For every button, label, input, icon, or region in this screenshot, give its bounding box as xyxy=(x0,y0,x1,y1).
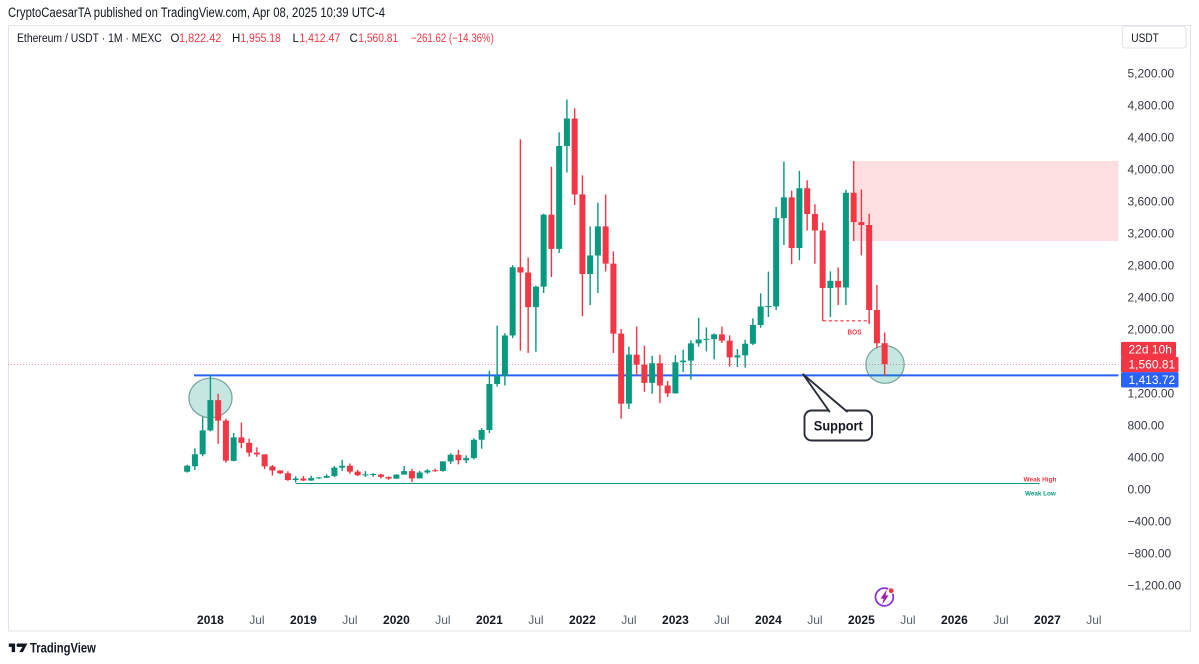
svg-text:2025: 2025 xyxy=(848,613,875,627)
svg-text:22d 10h: 22d 10h xyxy=(1129,342,1172,356)
svg-text:3,600.00: 3,600.00 xyxy=(1128,194,1175,208)
svg-text:2,000.00: 2,000.00 xyxy=(1128,322,1175,336)
svg-text:Jul: Jul xyxy=(621,613,636,627)
svg-text:2,800.00: 2,800.00 xyxy=(1128,258,1175,272)
svg-text:−1,200.00: −1,200.00 xyxy=(1128,578,1182,592)
svg-text:Jul: Jul xyxy=(900,613,915,627)
svg-text:1,560.81: 1,560.81 xyxy=(358,33,398,45)
svg-text:C: C xyxy=(350,33,358,45)
svg-text:1,822.42: 1,822.42 xyxy=(179,33,221,45)
svg-text:1,200.00: 1,200.00 xyxy=(1128,386,1175,400)
svg-text:2027: 2027 xyxy=(1034,613,1061,627)
svg-text:H: H xyxy=(232,33,240,45)
svg-text:1,413.72: 1,413.72 xyxy=(1129,373,1176,387)
svg-text:Support: Support xyxy=(814,418,863,433)
svg-text:Jul: Jul xyxy=(993,613,1008,627)
svg-text:1,955.18: 1,955.18 xyxy=(240,33,280,45)
svg-text:2024: 2024 xyxy=(755,613,782,627)
svg-text:2,400.00: 2,400.00 xyxy=(1128,290,1175,304)
svg-text:Jul: Jul xyxy=(435,613,450,627)
svg-text:5,200.00: 5,200.00 xyxy=(1128,66,1175,80)
svg-text:0.00: 0.00 xyxy=(1128,482,1152,496)
svg-text:Jul: Jul xyxy=(528,613,543,627)
svg-text:2018: 2018 xyxy=(197,613,224,627)
svg-text:2022: 2022 xyxy=(569,613,596,627)
svg-text:2021: 2021 xyxy=(476,613,503,627)
svg-text:800.00: 800.00 xyxy=(1128,418,1165,432)
svg-text:1,560.81: 1,560.81 xyxy=(1129,358,1176,372)
svg-text:USDT: USDT xyxy=(1131,31,1159,45)
svg-text:O: O xyxy=(171,33,180,45)
svg-text:1,412.47: 1,412.47 xyxy=(299,33,340,45)
svg-text:2026: 2026 xyxy=(941,613,968,627)
svg-text:3,200.00: 3,200.00 xyxy=(1128,226,1175,240)
svg-text:Jul: Jul xyxy=(342,613,357,627)
svg-text:4,400.00: 4,400.00 xyxy=(1128,130,1175,144)
svg-text:−261.62 (−14.36%): −261.62 (−14.36%) xyxy=(411,33,494,45)
svg-text:400.00: 400.00 xyxy=(1128,450,1165,464)
svg-text:Jul: Jul xyxy=(1086,613,1101,627)
svg-text:−400.00: −400.00 xyxy=(1128,514,1172,528)
svg-text:Weak High: Weak High xyxy=(1024,477,1057,484)
svg-text:Jul: Jul xyxy=(714,613,729,627)
svg-text:CryptoCaesarTA published on Tr: CryptoCaesarTA published on TradingView.… xyxy=(8,5,385,20)
svg-text:2019: 2019 xyxy=(290,613,317,627)
svg-text:Jul: Jul xyxy=(249,613,264,627)
svg-text:Ethereum / USDT · 1M · MEXC: Ethereum / USDT · 1M · MEXC xyxy=(17,33,162,45)
svg-text:2023: 2023 xyxy=(662,613,689,627)
svg-text:−800.00: −800.00 xyxy=(1128,546,1172,560)
svg-text:L: L xyxy=(293,33,300,45)
svg-text:4,800.00: 4,800.00 xyxy=(1128,98,1175,112)
svg-text:TradingView: TradingView xyxy=(30,641,96,656)
svg-text:Weak Low: Weak Low xyxy=(1025,491,1056,498)
svg-text:4,000.00: 4,000.00 xyxy=(1128,162,1175,176)
svg-text:2020: 2020 xyxy=(383,613,410,627)
svg-text:Jul: Jul xyxy=(807,613,822,627)
svg-text:BOS: BOS xyxy=(848,329,862,336)
